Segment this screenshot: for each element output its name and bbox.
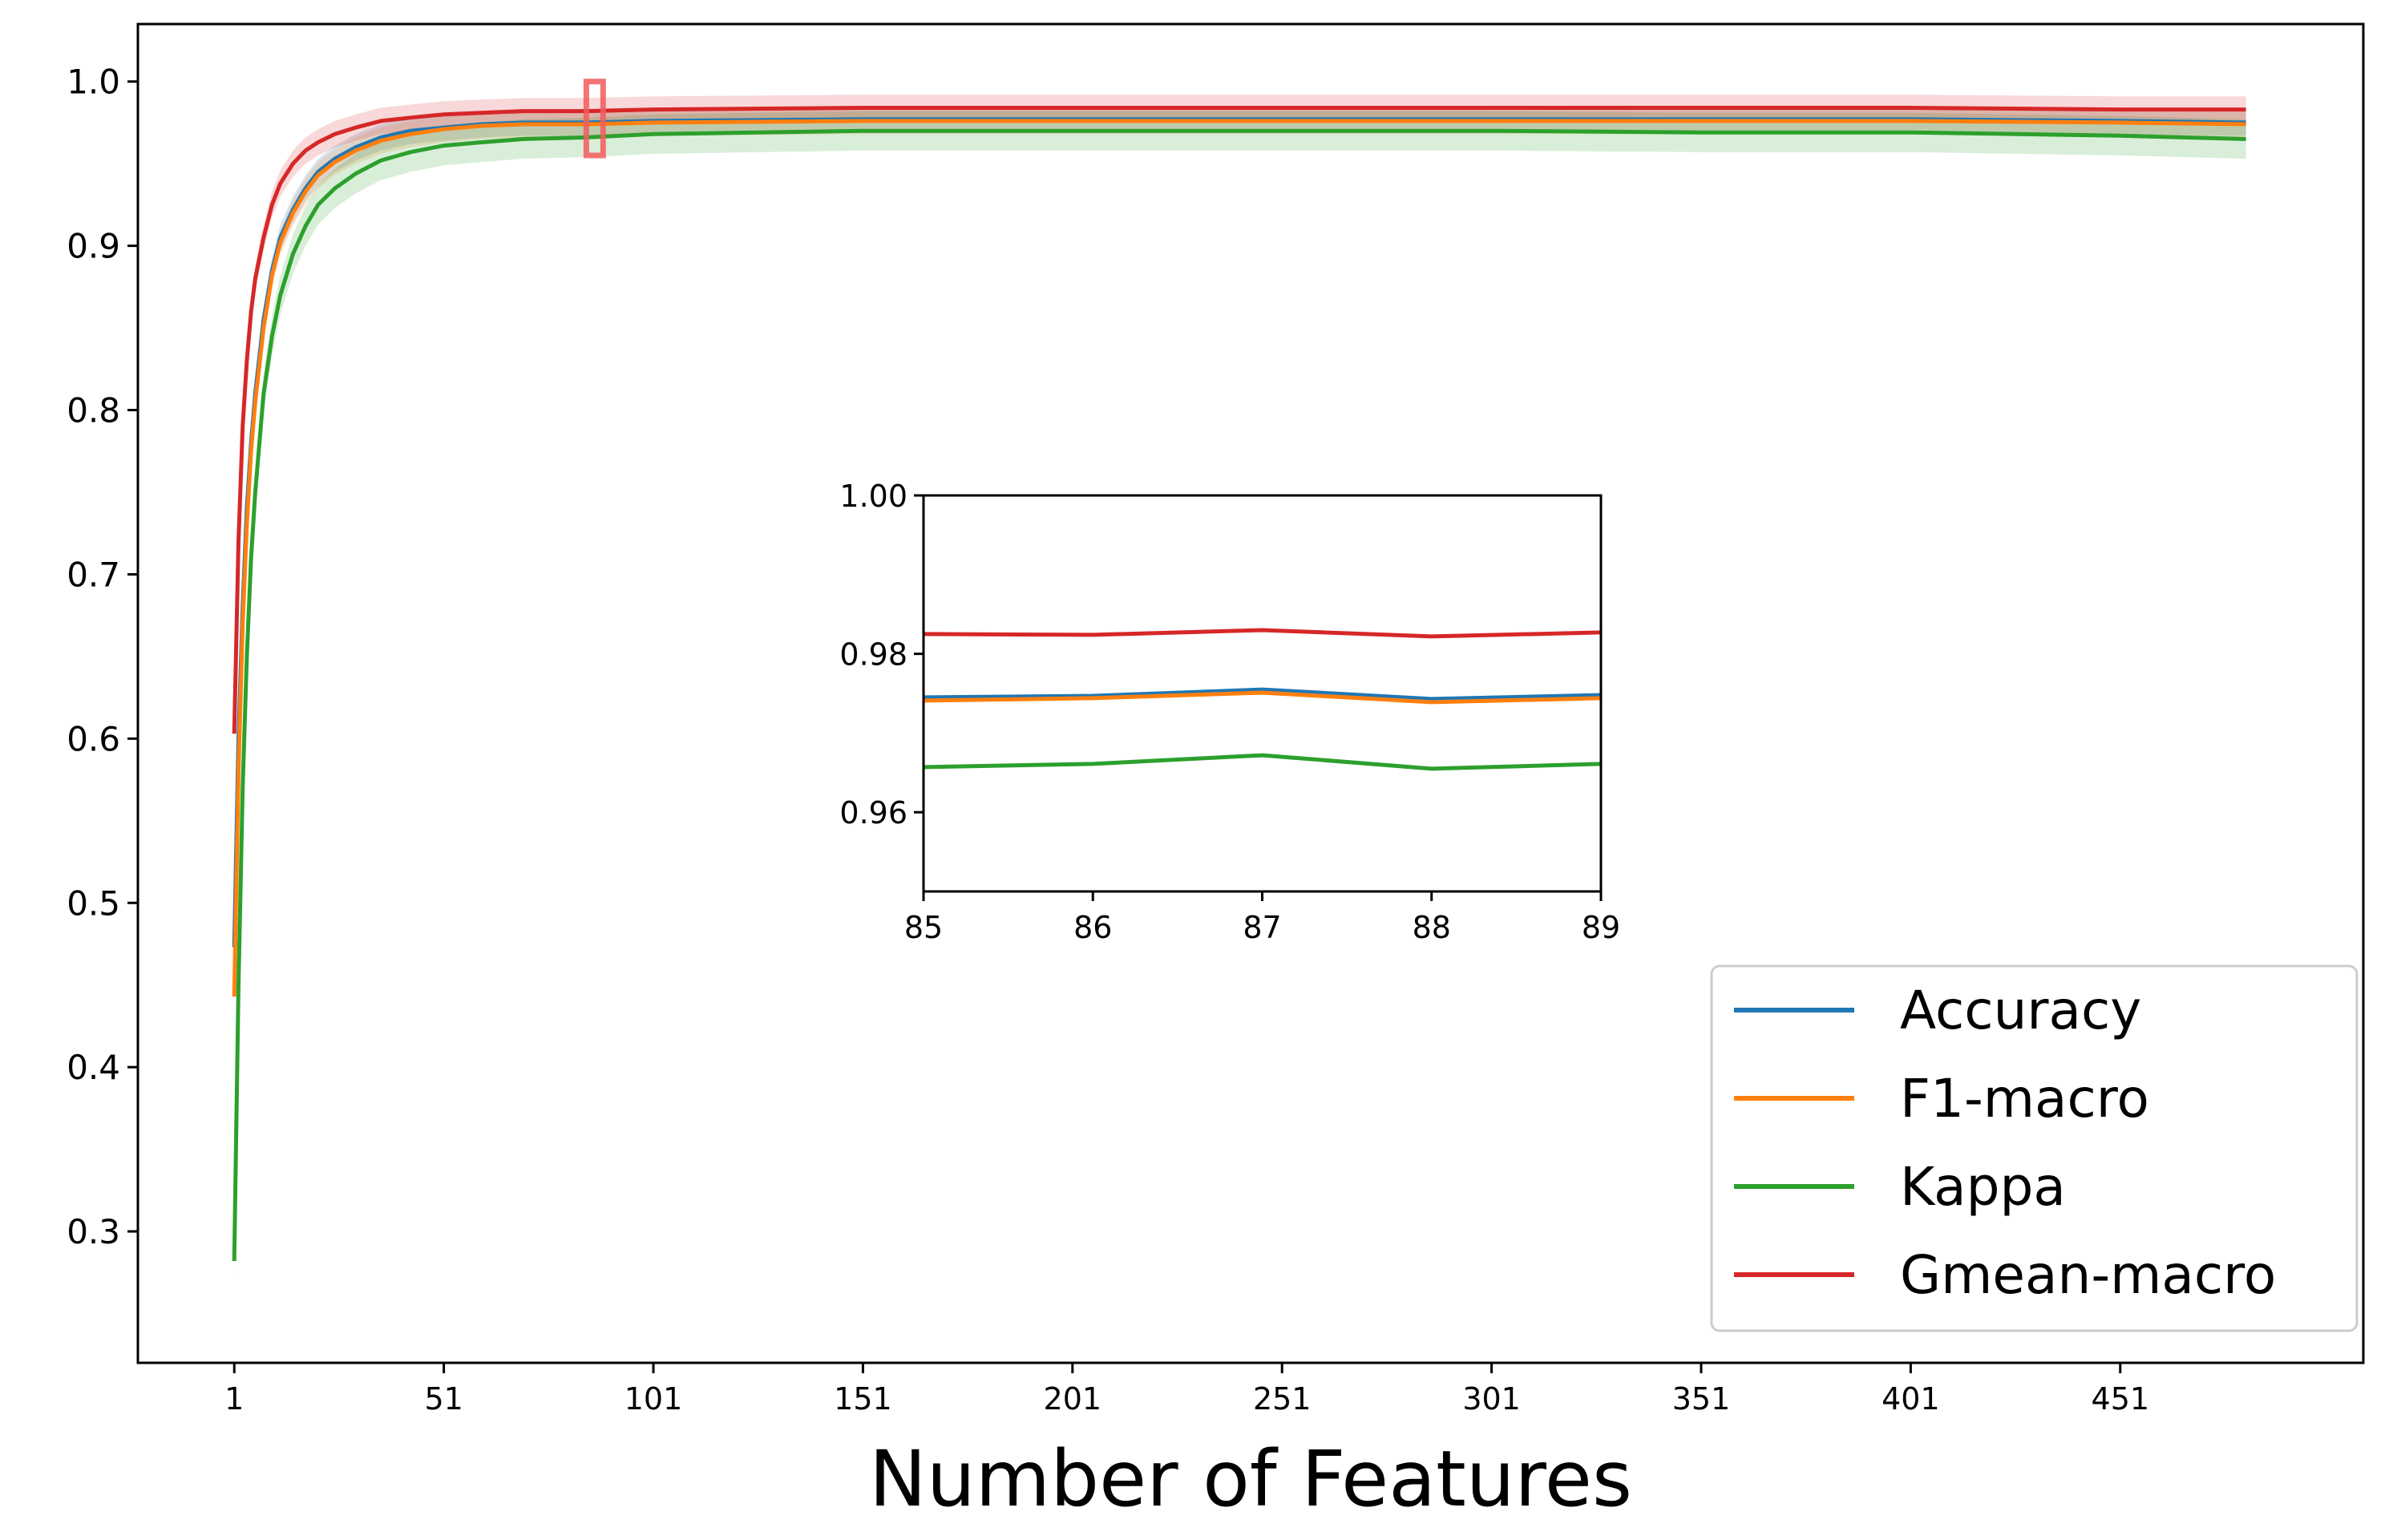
main-x-tick-label: 101 xyxy=(624,1381,683,1417)
legend-box xyxy=(1710,964,2359,1332)
main-y-tick-label: 1.0 xyxy=(67,63,120,102)
main-series-line-3 xyxy=(232,106,2246,734)
inset-series-line-2 xyxy=(923,753,1602,771)
main-x-tick-label: 201 xyxy=(1044,1381,1102,1417)
zoom-highlight-box xyxy=(583,79,606,159)
main-y-tick-label: 0.8 xyxy=(67,391,120,430)
main-x-tick-label: 51 xyxy=(424,1381,463,1417)
main-y-tick-label: 0.4 xyxy=(67,1048,120,1087)
legend-label-2: Kappa xyxy=(1900,1156,2066,1218)
main-y-tick-label: 0.7 xyxy=(67,555,120,594)
inset-series-line-0 xyxy=(923,687,1602,701)
inset-x-tick-label: 88 xyxy=(1413,910,1451,945)
inset-x-tick-label: 85 xyxy=(904,910,943,945)
inset-x-tick-label: 89 xyxy=(1582,910,1620,945)
inset-y-tick-label: 0.98 xyxy=(839,637,907,673)
legend-label-3: Gmean-macro xyxy=(1900,1244,2276,1306)
main-x-tick-label: 151 xyxy=(834,1381,892,1417)
main-y-tick-label: 0.3 xyxy=(67,1212,120,1251)
main-x-tick-label: 351 xyxy=(1672,1381,1731,1417)
main-x-axis-label: Number of Features xyxy=(869,1434,1632,1524)
inset-y-tick-label: 0.96 xyxy=(839,795,907,831)
inset-x-tick-label: 87 xyxy=(1243,910,1281,945)
main-y-tick-label: 0.6 xyxy=(67,719,120,758)
main-series-line-2 xyxy=(232,128,2246,1262)
main-y-tick-label: 0.9 xyxy=(67,227,120,266)
inset-series-line-1 xyxy=(923,690,1602,705)
main-x-tick-label: 401 xyxy=(1882,1381,1940,1417)
main-x-tick-label: 451 xyxy=(2092,1381,2150,1417)
main-x-tick-label: 251 xyxy=(1253,1381,1312,1417)
inset-plot: 85 86 87 88 89 0.96 0.98 1.00 xyxy=(839,479,1620,945)
main-x-tick-label: 1 xyxy=(224,1381,244,1417)
legend-label-0: Accuracy xyxy=(1900,980,2141,1041)
inset-y-tick-label: 1.00 xyxy=(839,479,907,514)
legend-label-1: F1-macro xyxy=(1900,1068,2149,1130)
legend: Accuracy F1-macro Kappa Gmean-macro xyxy=(1710,964,2359,1332)
main-series-line-1 xyxy=(232,119,2246,997)
main-plot: 1 51 101 151 201 251 301 351 401 4510.30.40.50.60… xyxy=(67,22,2365,1524)
main-plot-frame xyxy=(136,22,2365,1364)
main-x-tick-label: 301 xyxy=(1462,1381,1521,1417)
inset-series-line-3 xyxy=(923,628,1602,639)
main-y-tick-label: 0.5 xyxy=(67,883,120,923)
inset-x-tick-label: 86 xyxy=(1073,910,1112,945)
